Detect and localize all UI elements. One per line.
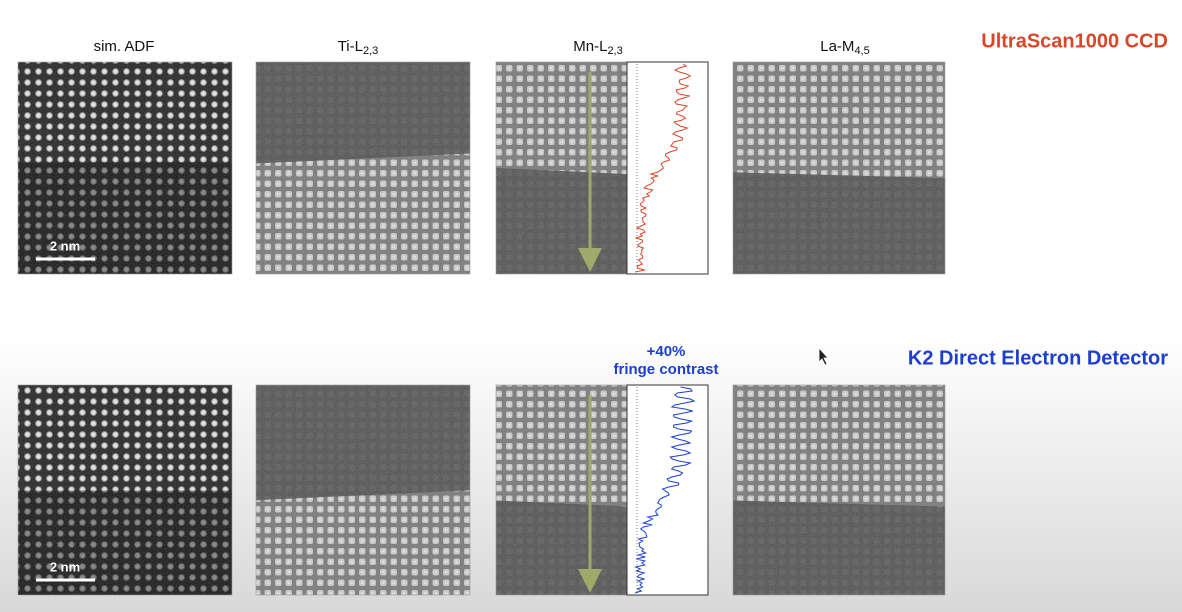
image-noise: [733, 385, 945, 595]
image-noise: [256, 62, 470, 274]
label-main: La-M: [820, 38, 854, 55]
label-main: Mn-L: [573, 38, 607, 55]
profile-box: [626, 61, 709, 275]
column-label: Mn-L2,3: [573, 38, 622, 57]
scale-bar-label: 2 nm: [50, 238, 80, 253]
column-label: sim. ADF: [94, 38, 155, 55]
annotation: +40%: [647, 343, 686, 360]
image-noise: [18, 385, 232, 595]
image-border: [732, 384, 946, 596]
label-subscript: 2,3: [607, 45, 622, 57]
line-profile: [634, 63, 692, 273]
image-noise: [733, 62, 945, 274]
column-label: Ti-L2,3: [338, 38, 379, 57]
profile-box: [626, 384, 709, 596]
detector-title: K2 Direct Electron Detector: [908, 347, 1168, 369]
image-border: [17, 384, 233, 596]
image-noise: [18, 62, 232, 274]
image-border: [255, 61, 471, 275]
label-main: sim. ADF: [94, 38, 155, 55]
image-border: [732, 61, 946, 275]
image-noise: [496, 385, 627, 595]
line-profile: [633, 386, 696, 594]
detector-title: UltraScan1000 CCD: [981, 30, 1168, 52]
panels: sim. ADF Ti-L2,3 Mn-L2,3 La-M4,5 UltraScan10…: [17, 30, 1168, 596]
annotation: fringe contrast: [613, 361, 718, 378]
image-noise: [256, 385, 470, 595]
scale-bar-label: 2 nm: [50, 559, 80, 574]
column-label: La-M4,5: [820, 38, 869, 57]
image-noise: [496, 62, 627, 274]
image-border: [255, 384, 471, 596]
label-main: Ti-L: [338, 38, 363, 55]
cursor: [818, 346, 829, 366]
label-subscript: 2,3: [363, 45, 378, 57]
image-border: [17, 61, 233, 275]
label-subscript: 4,5: [854, 45, 869, 57]
